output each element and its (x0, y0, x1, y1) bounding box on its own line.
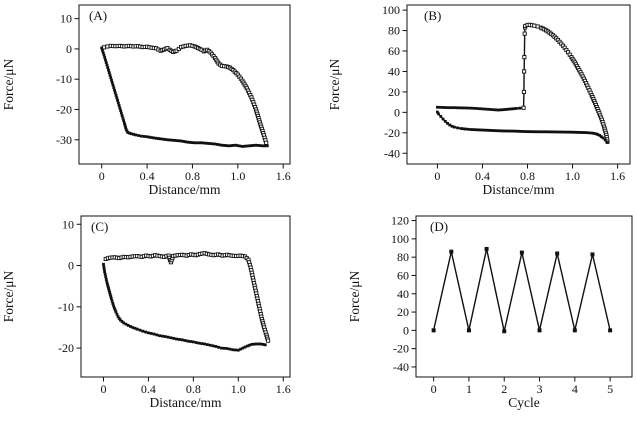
svg-text:0.4: 0.4 (475, 169, 490, 183)
svg-text:40: 40 (388, 64, 400, 78)
svg-text:0: 0 (394, 105, 400, 119)
svg-text:(A): (A) (89, 8, 107, 23)
svg-text:0: 0 (100, 382, 106, 396)
svg-text:Distance/mm: Distance/mm (483, 182, 555, 197)
svg-text:2: 2 (501, 382, 507, 396)
svg-text:-20: -20 (393, 342, 409, 356)
svg-text:-10: -10 (56, 72, 72, 86)
svg-text:40: 40 (397, 287, 409, 301)
svg-text:(C): (C) (91, 219, 108, 234)
svg-text:60: 60 (397, 268, 409, 282)
svg-text:0: 0 (66, 42, 72, 56)
panel-d: 0 1 2 3 4 5 120 100 80 60 40 20 0 -20 -40 Cycle Force/μN… (319, 212, 637, 423)
svg-text:Force/μN: Force/μN (327, 59, 342, 111)
panel-b: 0 0.4 0.8 1.0 1.6 100 80 60 40 20 0 -20 -40 Distance/… (319, 0, 637, 211)
svg-text:(D): (D) (430, 219, 448, 234)
svg-text:1.6: 1.6 (610, 169, 625, 183)
svg-text:1.6: 1.6 (276, 382, 291, 396)
svg-text:1.0: 1.0 (231, 382, 246, 396)
svg-text:60: 60 (388, 44, 400, 58)
svg-text:-30: -30 (56, 133, 72, 147)
svg-text:Force/μN: Force/μN (1, 271, 16, 323)
svg-text:0.4: 0.4 (141, 382, 156, 396)
svg-text:-20: -20 (384, 126, 400, 140)
svg-text:1.0: 1.0 (230, 169, 245, 183)
panel-c: 0 0.4 0.8 1.0 1.6 10 0 -10 -20 Distance/mm Force/μ… (0, 212, 318, 423)
svg-text:0: 0 (68, 259, 74, 273)
svg-text:Cycle: Cycle (508, 395, 540, 410)
svg-text:10: 10 (62, 217, 74, 231)
svg-text:1.6: 1.6 (276, 169, 291, 183)
panel-C-svg: 0 0.4 0.8 1.0 1.6 10 0 -10 -20 Distance/mm Force/μ… (1, 215, 291, 410)
svg-text:0: 0 (403, 323, 409, 337)
svg-text:-20: -20 (58, 341, 74, 355)
svg-text:Force/μN: Force/μN (1, 59, 16, 111)
svg-text:Distance/mm: Distance/mm (150, 395, 222, 410)
svg-text:20: 20 (388, 85, 400, 99)
svg-text:Distance/mm: Distance/mm (149, 182, 221, 197)
panel-a: 0 0.4 0.8 1.0 1.6 10 0 -10 -20 -30 Distance/mm Forc… (0, 0, 318, 211)
svg-text:80: 80 (388, 24, 400, 38)
svg-text:-40: -40 (384, 146, 400, 160)
panel-B-svg: 0 0.4 0.8 1.0 1.6 100 80 60 40 20 0 -20 -40 Distance/… (327, 3, 631, 197)
svg-text:0.4: 0.4 (140, 169, 155, 183)
svg-text:1.0: 1.0 (565, 169, 580, 183)
svg-text:1: 1 (466, 382, 472, 396)
svg-text:3: 3 (537, 382, 543, 396)
svg-text:0.8: 0.8 (520, 169, 535, 183)
svg-text:4: 4 (572, 382, 578, 396)
svg-text:100: 100 (391, 232, 409, 246)
panel-A-svg: 0 0.4 0.8 1.0 1.6 10 0 -10 -20 -30 Distance/mm Forc… (1, 4, 291, 197)
svg-text:-40: -40 (393, 360, 409, 374)
svg-text:80: 80 (397, 250, 409, 264)
svg-text:100: 100 (382, 3, 400, 17)
svg-text:5: 5 (607, 382, 613, 396)
svg-text:120: 120 (391, 214, 409, 228)
panel-D-svg: 0 1 2 3 4 5 120 100 80 60 40 20 0 -20 -40 Cycle Force/μN… (347, 214, 633, 410)
svg-text:Force/μN: Force/μN (347, 271, 362, 323)
svg-text:10: 10 (60, 12, 72, 26)
svg-text:0.8: 0.8 (185, 169, 200, 183)
svg-text:(B): (B) (424, 8, 441, 23)
svg-text:0.8: 0.8 (186, 382, 201, 396)
svg-text:0: 0 (99, 169, 105, 183)
svg-text:-20: -20 (56, 102, 72, 116)
svg-text:0: 0 (434, 169, 440, 183)
svg-text:0: 0 (431, 382, 437, 396)
svg-text:20: 20 (397, 305, 409, 319)
svg-text:-10: -10 (58, 300, 74, 314)
